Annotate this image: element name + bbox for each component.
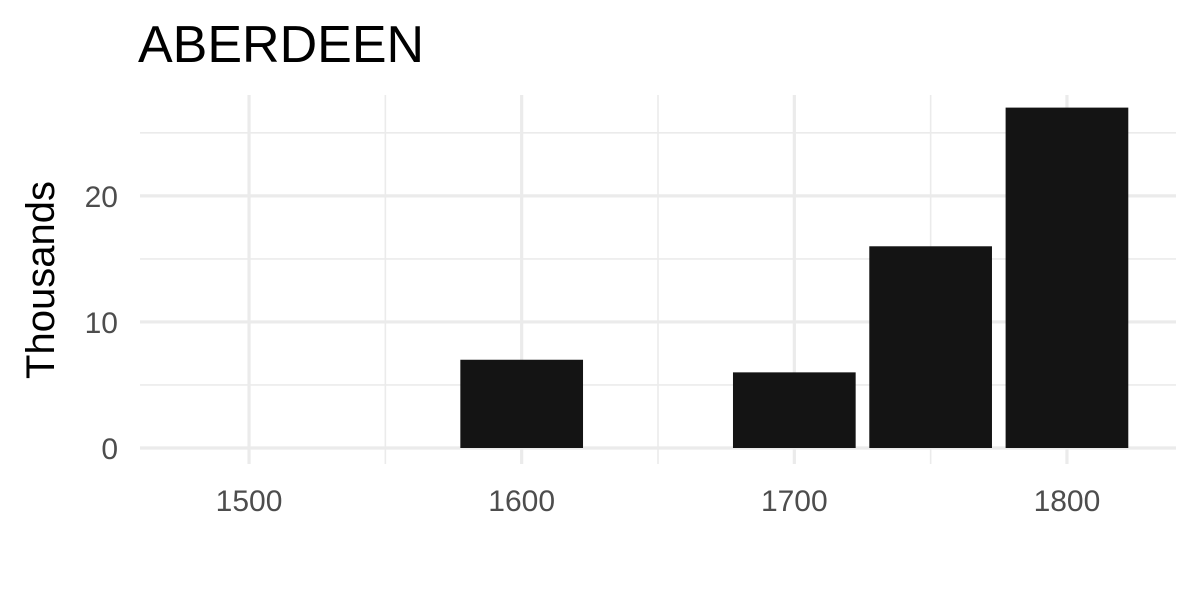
bar-1600 — [460, 359, 584, 448]
y-tick-label: 20 — [85, 181, 118, 214]
y-axis-title: Thousands — [19, 181, 63, 379]
x-tick-label: 1800 — [1034, 485, 1101, 518]
x-tick-label: 1600 — [488, 485, 555, 518]
y-tick-label: 10 — [85, 307, 118, 340]
chart-title: ABERDEEN — [138, 16, 424, 74]
y-tick-label: 0 — [101, 433, 118, 466]
bar-1800 — [1005, 107, 1129, 448]
x-tick-label: 1500 — [216, 485, 283, 518]
bar-1700 — [732, 372, 856, 448]
x-tick-labels: 1500 1600 1700 1800 — [216, 485, 1101, 518]
y-tick-labels: 0 10 20 — [85, 181, 118, 466]
x-tick-label: 1700 — [761, 485, 828, 518]
bars — [460, 107, 1129, 448]
bar-1750 — [869, 246, 992, 448]
